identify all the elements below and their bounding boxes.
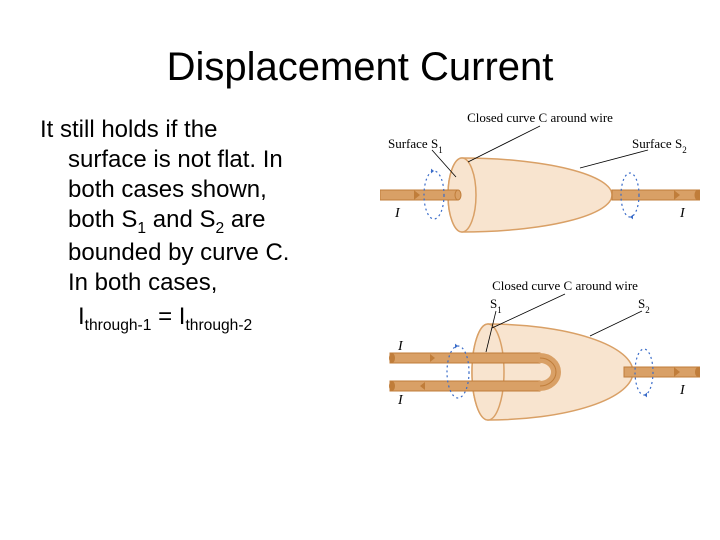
figure-2-svg: IIIClosed curve C around wireS1S2 xyxy=(380,278,700,448)
body-paragraph: It still holds if the surface is not fla… xyxy=(40,115,350,336)
text-line: In both cases, xyxy=(68,269,217,296)
svg-text:I: I xyxy=(679,383,686,398)
svg-text:Closed curve C around wire: Closed curve C around wire xyxy=(467,110,613,125)
svg-text:I: I xyxy=(397,393,404,408)
equation: Ithrough-1 = Ithrough-2 xyxy=(40,302,350,335)
text-line: both S1 and S2 are xyxy=(68,206,266,233)
text-line: bounded by curve C. xyxy=(68,239,289,266)
text-line: surface is not flat. In xyxy=(68,146,283,173)
text-line: both cases shown, xyxy=(68,176,267,203)
slide: { "title": "Displacement Current", "para… xyxy=(0,0,720,540)
figure-1-svg: IIClosed curve C around wireSurface S1Su… xyxy=(380,110,700,260)
figures-area: IIClosed curve C around wireSurface S1Su… xyxy=(380,110,700,466)
figure-2: IIIClosed curve C around wireS1S2 xyxy=(380,278,700,448)
svg-text:I: I xyxy=(394,206,401,221)
svg-text:I: I xyxy=(679,206,686,221)
text-line: It still holds if the xyxy=(40,116,217,143)
svg-text:I: I xyxy=(397,339,404,354)
svg-text:Surface S1: Surface S1 xyxy=(388,136,443,155)
figure-1: IIClosed curve C around wireSurface S1Su… xyxy=(380,110,700,260)
page-title: Displacement Current xyxy=(0,45,720,90)
svg-text:Closed curve C around wire: Closed curve C around wire xyxy=(492,278,638,293)
